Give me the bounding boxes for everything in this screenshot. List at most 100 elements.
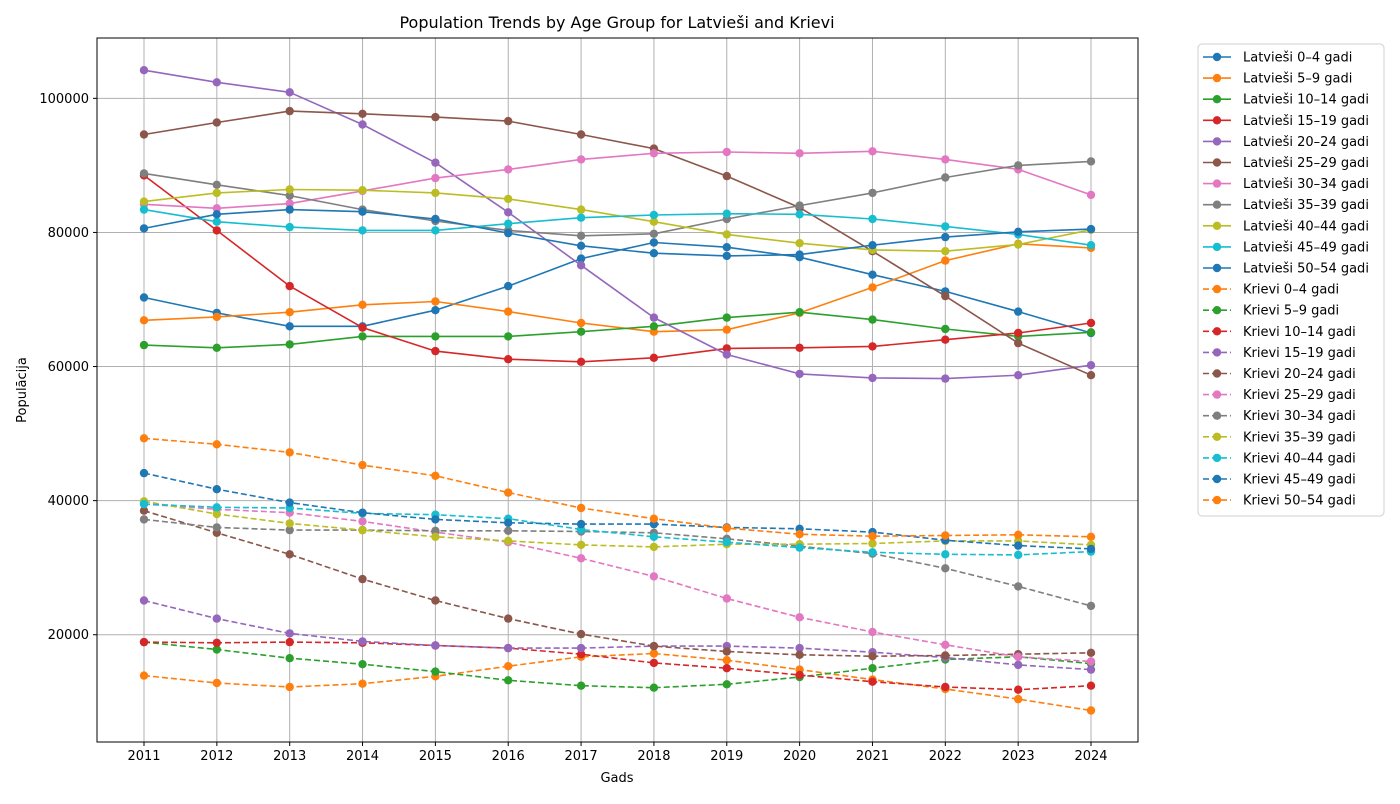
data-point xyxy=(941,291,950,301)
x-tick-label: 2018 xyxy=(637,749,670,764)
data-point xyxy=(1014,685,1023,694)
data-point xyxy=(358,226,367,235)
data-point xyxy=(795,210,804,219)
data-point xyxy=(649,217,659,226)
data-point xyxy=(722,313,731,322)
legend-label: Krievi 20–24 gadi xyxy=(1243,367,1356,382)
legend-label: Latvieši 40–44 gadi xyxy=(1243,219,1369,234)
data-point xyxy=(868,664,877,673)
data-point xyxy=(212,312,221,322)
series-line xyxy=(143,641,1092,689)
data-point xyxy=(285,682,294,692)
series-6 xyxy=(139,106,1096,380)
legend-item: Latvieši 10–14 gadi xyxy=(1203,93,1369,108)
data-point xyxy=(431,297,440,306)
legend-label: Krievi 0–4 gadi xyxy=(1243,283,1339,298)
x-tick-label: 2011 xyxy=(127,749,160,764)
data-point xyxy=(941,640,950,649)
data-point xyxy=(1086,224,1096,234)
legend-marker xyxy=(1212,284,1222,294)
data-point xyxy=(722,680,731,689)
series-4 xyxy=(139,171,1096,366)
legend-label: Krievi 15–19 gadi xyxy=(1243,346,1356,361)
data-point xyxy=(358,637,367,646)
chart-title: Population Trends by Age Group for Latvi… xyxy=(399,13,834,32)
data-point xyxy=(358,574,367,584)
data-point xyxy=(431,532,440,541)
data-point xyxy=(1014,541,1023,550)
data-point xyxy=(1014,161,1023,170)
data-point xyxy=(1086,157,1096,166)
data-point xyxy=(285,654,294,663)
series-5 xyxy=(139,66,1096,383)
data-point xyxy=(212,678,221,688)
data-point xyxy=(722,230,731,239)
data-point xyxy=(649,683,659,692)
series-line xyxy=(143,311,1092,349)
data-point xyxy=(1086,601,1096,611)
data-point xyxy=(649,313,659,322)
data-point xyxy=(722,656,731,665)
data-point xyxy=(212,180,221,189)
legend-label: Krievi 50–54 gadi xyxy=(1243,494,1356,509)
data-point xyxy=(1014,328,1023,338)
data-point xyxy=(504,488,513,497)
legend-item: Krievi 30–34 gadi xyxy=(1203,409,1356,424)
data-point xyxy=(431,346,440,356)
data-point xyxy=(431,214,440,224)
data-point xyxy=(722,350,731,359)
data-point xyxy=(212,217,221,226)
data-point xyxy=(649,649,659,658)
legend-item: Krievi 35–39 gadi xyxy=(1203,430,1356,445)
legend-frame xyxy=(1197,43,1385,517)
legend-marker xyxy=(1212,474,1222,484)
legend-item: Latvieši 40–44 gadi xyxy=(1203,219,1369,234)
data-point xyxy=(212,645,221,654)
series-12 xyxy=(139,649,1096,715)
x-tick-label: 2014 xyxy=(346,749,379,764)
series-line xyxy=(143,599,1092,671)
data-point xyxy=(649,572,659,581)
legend-item: Latvieši 45–49 gadi xyxy=(1203,240,1369,255)
data-point xyxy=(285,322,294,331)
series-line xyxy=(143,641,1092,691)
data-point xyxy=(139,637,149,647)
legend-label: Krievi 30–34 gadi xyxy=(1243,409,1356,424)
data-point xyxy=(504,536,513,546)
data-point xyxy=(139,468,149,478)
data-point xyxy=(868,532,877,541)
legend-marker xyxy=(1212,73,1222,83)
data-point xyxy=(868,373,877,383)
data-point xyxy=(1086,544,1096,554)
legend-label: Latvieši 35–39 gadi xyxy=(1243,198,1369,213)
legend-item: Krievi 0–4 gadi xyxy=(1203,283,1339,298)
x-tick-label: 2012 xyxy=(200,749,233,764)
data-point xyxy=(941,335,950,344)
legend-marker xyxy=(1212,116,1222,125)
series-line xyxy=(143,110,1092,376)
y-axis: 20000 40000 60000 80000 100000 xyxy=(39,92,97,643)
data-point xyxy=(358,332,367,341)
data-point xyxy=(649,322,659,331)
data-point xyxy=(868,627,877,637)
legend-marker xyxy=(1212,200,1222,209)
data-point xyxy=(795,308,804,317)
data-point xyxy=(795,530,804,539)
data-point xyxy=(1086,681,1096,690)
legend-label: Krievi 10–14 gadi xyxy=(1243,325,1356,340)
legend-marker xyxy=(1212,432,1222,441)
data-point xyxy=(941,155,950,164)
legend-item: Latvieši 25–29 gadi xyxy=(1203,156,1369,171)
data-point xyxy=(285,185,294,194)
data-point xyxy=(431,306,440,315)
data-point xyxy=(1014,694,1023,704)
series-line xyxy=(143,160,1092,237)
series-line xyxy=(143,472,1092,550)
data-point xyxy=(722,171,731,181)
data-point xyxy=(649,229,659,238)
data-point xyxy=(795,343,804,352)
legend-marker xyxy=(1212,137,1222,146)
data-point xyxy=(1014,582,1023,591)
data-point xyxy=(358,517,367,526)
